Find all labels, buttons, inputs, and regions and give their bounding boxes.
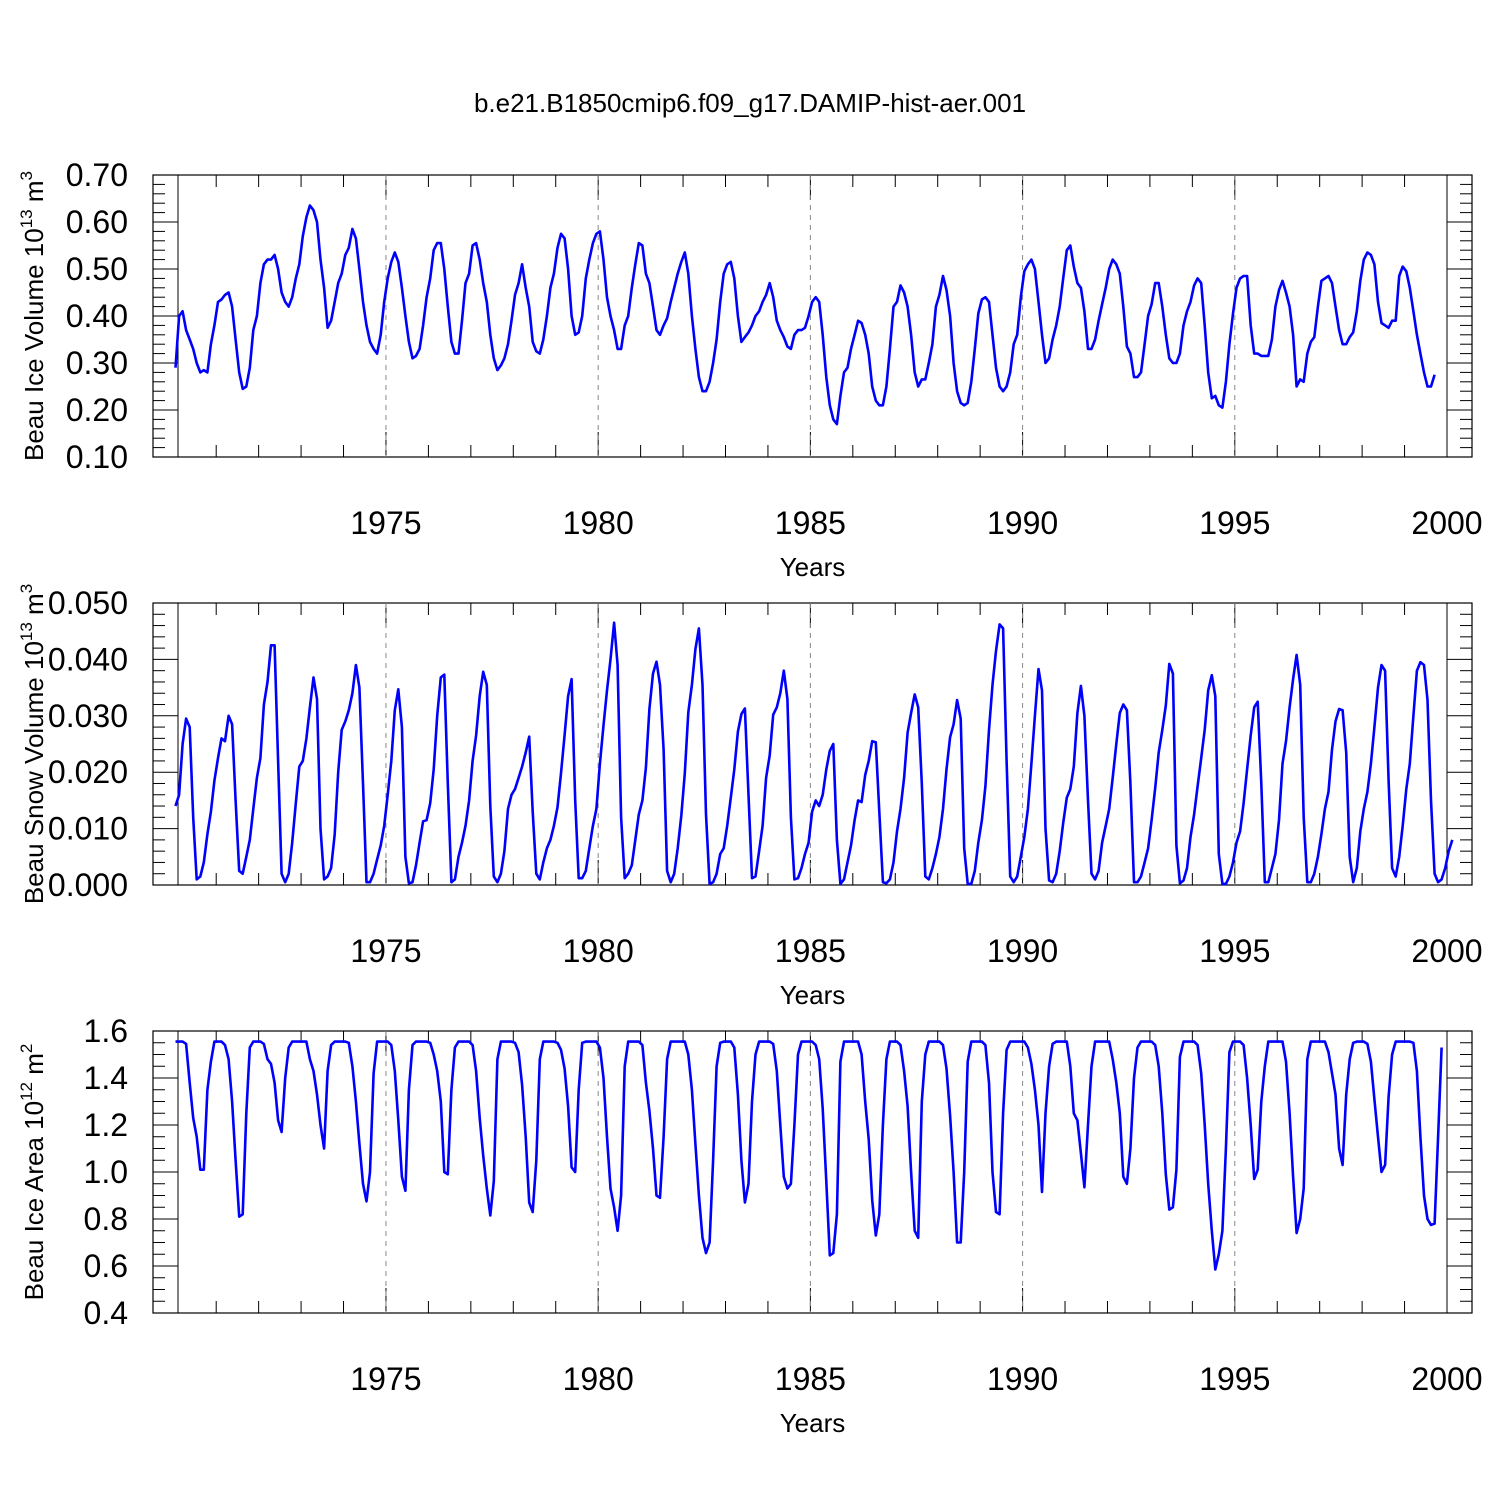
y-axis-title-part: 2 (17, 1044, 36, 1053)
y-tick-label: 0.20 (66, 392, 128, 428)
y-axis-title-part: 13 (17, 209, 36, 228)
y-tick-label: 0.50 (66, 251, 128, 287)
y-tick-label: 1.0 (84, 1154, 128, 1190)
y-tick-label: 0.6 (84, 1248, 128, 1284)
y-tick-label: 0.30 (66, 345, 128, 381)
y-axis-title-part: 3 (17, 171, 36, 180)
x-tick-label: 1990 (987, 505, 1058, 541)
x-tick-label: 1995 (1199, 1361, 1270, 1397)
y-axis-title: Beau Snow Volume 1013 m3 (17, 584, 49, 904)
x-tick-label: 1975 (350, 505, 421, 541)
series-line (174, 621, 1454, 886)
y-axis-title: Beau Ice Volume 1013 m3 (17, 171, 49, 461)
panel-ice-area: 0.4 0.6 0.8 1.0 1.2 1.4 1.6 1975 1980 1985 1990 199… (17, 1013, 1483, 1438)
x-tick-label: 1995 (1199, 505, 1270, 541)
y-axis-title-part: 12 (17, 1082, 36, 1101)
y-tick-label: 1.6 (84, 1013, 128, 1049)
y-tick-label: 0.040 (48, 641, 128, 677)
plot-frame (152, 602, 1473, 886)
y-tick-label: 0.050 (48, 585, 128, 621)
y-tick-label: 0.8 (84, 1201, 128, 1237)
y-axis-title-part: 3 (17, 584, 36, 593)
x-tick-label: 1990 (987, 933, 1058, 969)
x-tick-label: 1975 (350, 1361, 421, 1397)
y-axis-title-part: 13 (17, 622, 36, 641)
x-axis-title: Years (780, 980, 846, 1010)
x-tick-label: 2000 (1411, 1361, 1482, 1397)
y-axis-title-part: Beau Ice Volume 10 (19, 228, 49, 461)
x-tick-label: 1980 (563, 505, 634, 541)
panel-snow-volume: 0.000 0.010 0.020 0.030 0.040 0.050 1975 1980 19… (17, 584, 1483, 1010)
y-tick-label: 0.020 (48, 754, 128, 790)
y-tick-label: 0.60 (66, 204, 128, 240)
panel-ice-volume: 0.10 0.20 0.30 0.40 0.50 0.60 0.70 1975 1980 1985… (17, 157, 1483, 582)
x-tick-label: 1975 (350, 933, 421, 969)
x-tick-label: 1990 (987, 1361, 1058, 1397)
y-tick-label: 1.4 (84, 1060, 128, 1096)
x-tick-label: 1980 (563, 933, 634, 969)
y-axis-title-part: Beau Snow Volume 10 (19, 641, 49, 904)
x-tick-label: 1985 (775, 1361, 846, 1397)
y-tick-label: 0.030 (48, 698, 128, 734)
y-tick-label: 0.4 (84, 1295, 128, 1331)
x-tick-label: 1980 (563, 1361, 634, 1397)
y-axis-title-part: m (19, 593, 49, 622)
y-tick-label: 0.10 (66, 439, 128, 475)
x-tick-label: 2000 (1411, 933, 1482, 969)
x-tick-label: 1995 (1199, 933, 1270, 969)
x-tick-label: 1985 (775, 505, 846, 541)
figure-title: b.e21.B1850cmip6.f09_g17.DAMIP-hist-aer.… (474, 88, 1026, 118)
x-tick-label: 2000 (1411, 505, 1482, 541)
y-axis-title-part: m (19, 180, 49, 209)
y-axis-title: Beau Ice Area 1012 m2 (17, 1044, 49, 1301)
y-tick-label: 1.2 (84, 1107, 128, 1143)
y-tick-label: 0.000 (48, 867, 128, 903)
plot-frame (152, 1030, 1473, 1314)
y-tick-label: 0.40 (66, 298, 128, 334)
x-tick-label: 1985 (775, 933, 846, 969)
y-axis-title-part: Beau Ice Area 10 (19, 1101, 49, 1300)
y-axis-title-part: m (19, 1053, 49, 1082)
y-tick-label: 0.70 (66, 157, 128, 193)
x-axis-title: Years (780, 1408, 846, 1438)
y-tick-label: 0.010 (48, 811, 128, 847)
series-line (174, 204, 1436, 426)
series-line (175, 1040, 1443, 1271)
x-axis-title: Years (780, 552, 846, 582)
